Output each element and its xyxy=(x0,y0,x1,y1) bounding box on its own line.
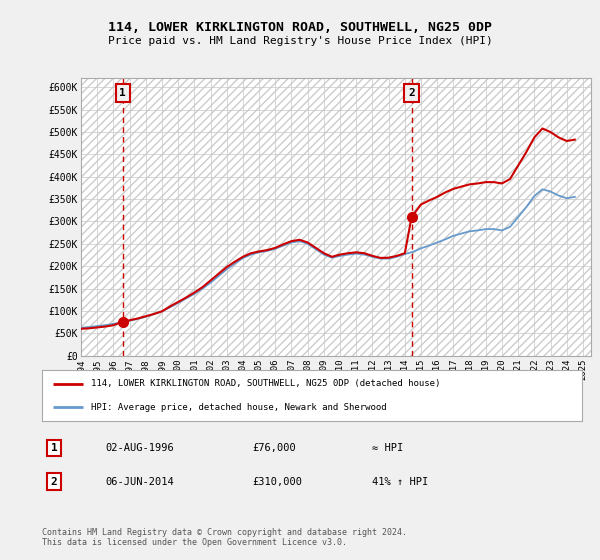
Text: 1: 1 xyxy=(50,443,58,453)
Text: HPI: Average price, detached house, Newark and Sherwood: HPI: Average price, detached house, Newa… xyxy=(91,403,386,412)
Text: 02-AUG-1996: 02-AUG-1996 xyxy=(105,443,174,453)
Text: Price paid vs. HM Land Registry's House Price Index (HPI): Price paid vs. HM Land Registry's House … xyxy=(107,36,493,46)
Text: 1: 1 xyxy=(119,88,126,98)
Text: 114, LOWER KIRKLINGTON ROAD, SOUTHWELL, NG25 0DP (detached house): 114, LOWER KIRKLINGTON ROAD, SOUTHWELL, … xyxy=(91,379,440,388)
Text: 2: 2 xyxy=(50,477,58,487)
Text: £310,000: £310,000 xyxy=(252,477,302,487)
Text: Contains HM Land Registry data © Crown copyright and database right 2024.
This d: Contains HM Land Registry data © Crown c… xyxy=(42,528,407,547)
Text: 114, LOWER KIRKLINGTON ROAD, SOUTHWELL, NG25 0DP: 114, LOWER KIRKLINGTON ROAD, SOUTHWELL, … xyxy=(108,21,492,34)
Text: 2: 2 xyxy=(408,88,415,98)
Text: ≈ HPI: ≈ HPI xyxy=(372,443,403,453)
Text: 41% ↑ HPI: 41% ↑ HPI xyxy=(372,477,428,487)
Text: 06-JUN-2014: 06-JUN-2014 xyxy=(105,477,174,487)
Text: £76,000: £76,000 xyxy=(252,443,296,453)
